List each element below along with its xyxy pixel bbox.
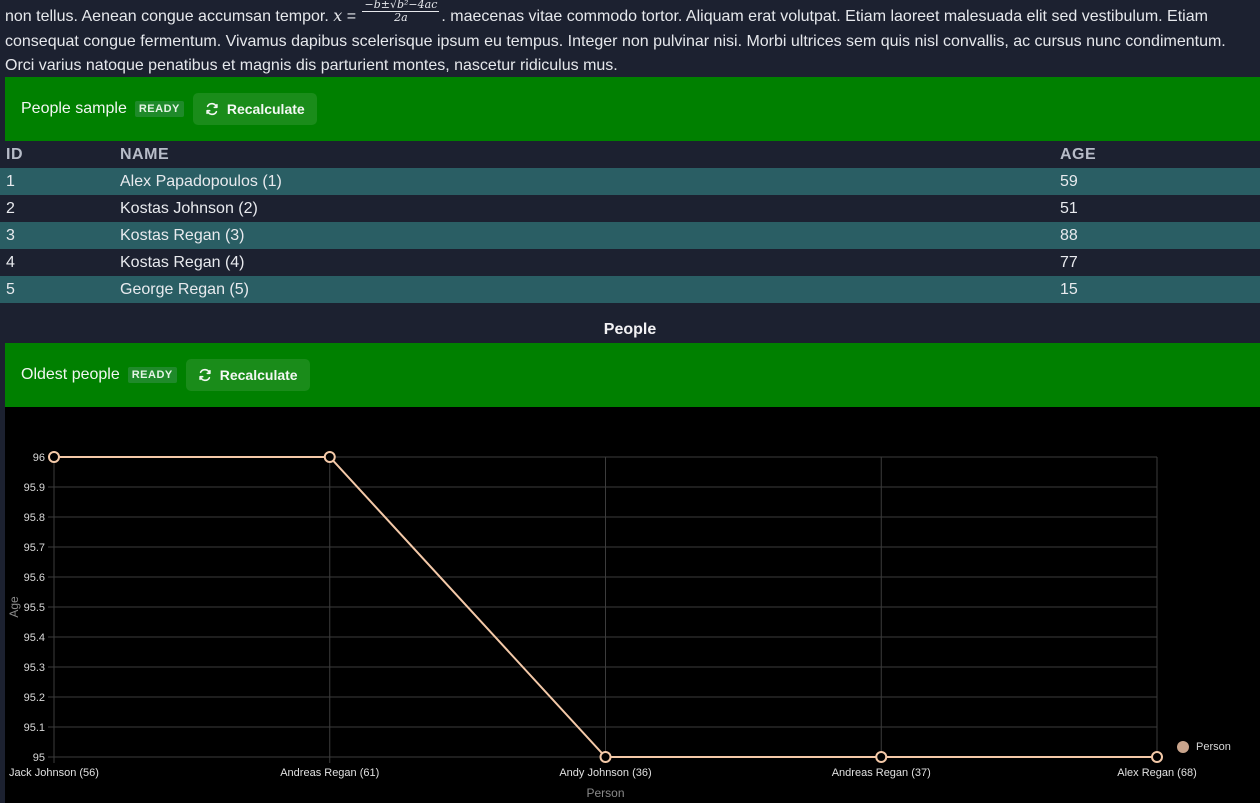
status-badge: READY xyxy=(127,367,177,383)
data-point xyxy=(875,751,888,763)
cell-age: 77 xyxy=(1060,254,1078,271)
table-header-row: ID NAME AGE xyxy=(0,141,1260,168)
cell-age: 51 xyxy=(1060,200,1078,217)
panel-title: Oldest people xyxy=(21,366,120,383)
x-tick-label: Andreas Regan (37) xyxy=(832,767,931,779)
column-header-age[interactable]: AGE xyxy=(1060,146,1097,163)
cell-id: 1 xyxy=(6,173,15,190)
math-equals: = xyxy=(342,8,361,25)
column-header-name[interactable]: NAME xyxy=(120,146,170,163)
line-chart: 95 95.1 95.2 95.3 95.4 95.5 95.6 95.7 95.8 95.9 96… xyxy=(7,451,1231,800)
cell-id: 3 xyxy=(6,227,15,244)
panel-title: People sample xyxy=(21,100,127,117)
y-tick-label: 95.2 xyxy=(24,692,45,704)
data-point xyxy=(48,451,60,463)
y-tick-label: 95.6 xyxy=(24,572,45,584)
status-badge: READY xyxy=(134,101,184,117)
table-row[interactable]: 4 Kostas Regan (4) 77 xyxy=(0,249,1260,276)
x-tick-label: Alex Regan (68) xyxy=(1117,767,1197,779)
table-row[interactable]: 3 Kostas Regan (3) 88 xyxy=(0,222,1260,249)
y-tick-label: 95.4 xyxy=(24,632,45,644)
recalculate-label: Recalculate xyxy=(226,101,305,117)
cell-age: 59 xyxy=(1060,173,1078,190)
people-sample-header: People sample READY Recalculate xyxy=(5,77,1260,141)
table-row[interactable]: 1 Alex Papadopoulos (1) 59 xyxy=(0,168,1260,195)
cell-age: 88 xyxy=(1060,227,1078,244)
recalculate-button[interactable]: Recalculate xyxy=(192,93,317,125)
x-tick-label: Jack Johnson (56) xyxy=(9,767,99,779)
recalculate-label: Recalculate xyxy=(219,367,298,383)
section-title: People xyxy=(603,321,657,338)
cell-name: Alex Papadopoulos (1) xyxy=(120,173,282,190)
data-point xyxy=(1151,751,1163,763)
y-tick-label: 95.7 xyxy=(24,542,45,554)
y-tick-label: 95.5 xyxy=(24,602,45,614)
column-header-id[interactable]: ID xyxy=(6,146,23,163)
cell-name: Kostas Regan (4) xyxy=(120,254,245,271)
cell-age: 15 xyxy=(1060,281,1078,298)
recalculate-button[interactable]: Recalculate xyxy=(185,359,310,391)
formula-numerator: −b±√b²−4ac xyxy=(362,0,440,13)
data-point xyxy=(599,751,612,763)
x-tick-label: Andy Johnson (36) xyxy=(559,767,651,779)
y-tick-label: 96 xyxy=(33,452,45,464)
intro-paragraph: non tellus. Aenean congue accumsan tempo… xyxy=(5,0,1257,79)
refresh-icon xyxy=(199,368,211,382)
oldest-people-chart: 95 95.1 95.2 95.3 95.4 95.5 95.6 95.7 95.8 95.9 96… xyxy=(5,407,1260,803)
intro-text-end: . maecenas vitae commodo tortor. Aliquam… xyxy=(5,8,1226,74)
table-row[interactable]: 2 Kostas Johnson (2) 51 xyxy=(0,195,1260,222)
refresh-icon xyxy=(206,102,218,116)
y-tick-label: 95 xyxy=(33,752,45,764)
y-tick-label: 95.8 xyxy=(24,512,45,524)
intro-text-start: non tellus. Aenean congue accumsan tempo… xyxy=(5,8,334,25)
legend-marker xyxy=(1177,741,1189,753)
y-tick-label: 95.1 xyxy=(24,722,45,734)
cell-id: 2 xyxy=(6,200,15,217)
data-point xyxy=(323,451,336,463)
oldest-people-header: Oldest people READY Recalculate xyxy=(5,343,1260,407)
cell-id: 5 xyxy=(6,281,15,298)
y-tick-label: 95.3 xyxy=(24,662,45,674)
formula-denominator: 2a xyxy=(394,11,408,25)
y-tick-label: 95.9 xyxy=(24,482,45,494)
y-axis-title: Age xyxy=(7,596,21,618)
cell-name: Kostas Johnson (2) xyxy=(120,200,258,217)
cell-name: Kostas Regan (3) xyxy=(120,227,245,244)
x-axis-title: Person xyxy=(586,786,624,800)
table-row[interactable]: 5 George Regan (5) 15 xyxy=(0,276,1260,303)
math-variable: x xyxy=(333,6,343,25)
quadratic-formula: −b±√b²−4ac 2a xyxy=(362,0,440,25)
legend-label: Person xyxy=(1196,741,1231,753)
x-tick-label: Andreas Regan (61) xyxy=(280,767,379,779)
people-table: ID NAME AGE 1 Alex Papadopoulos (1) 59 2… xyxy=(0,141,1260,303)
cell-name: George Regan (5) xyxy=(120,281,249,298)
cell-id: 4 xyxy=(6,254,15,271)
